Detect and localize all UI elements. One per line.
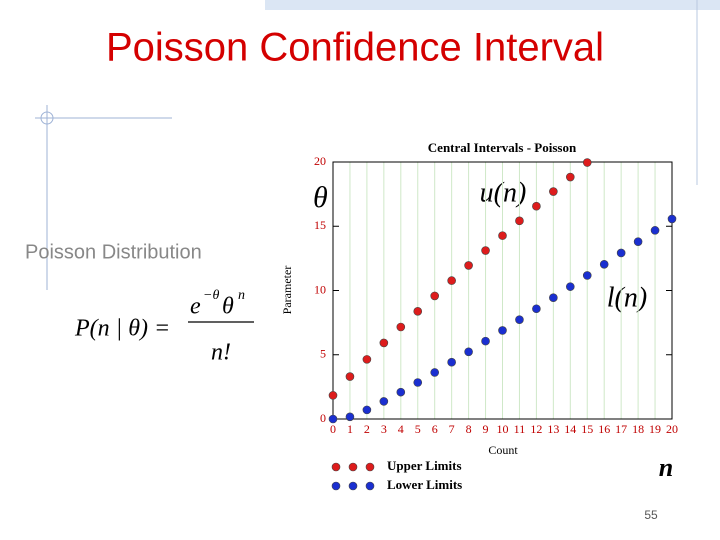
x-tick-label: 8 <box>466 422 472 436</box>
x-tick-label: 2 <box>364 422 370 436</box>
annotation: θ <box>313 181 328 214</box>
x-tick-label: 14 <box>564 422 576 436</box>
point <box>447 276 456 285</box>
point <box>328 391 338 400</box>
point <box>345 372 355 381</box>
point <box>515 216 524 226</box>
formula-power: n <box>238 288 245 303</box>
x-tick-label: 20 <box>666 422 678 436</box>
slide-title: Poisson Confidence Interval <box>106 26 604 70</box>
x-tick-label: 15 <box>581 422 593 436</box>
legend-swatch <box>331 481 341 491</box>
x-tick-label: 11 <box>514 422 526 436</box>
annotation: n <box>659 453 673 482</box>
legend-swatch <box>348 481 358 491</box>
point <box>396 322 406 332</box>
x-tick-label: 3 <box>381 422 387 436</box>
legend-swatch <box>365 462 375 472</box>
point <box>515 315 524 324</box>
point <box>328 414 338 424</box>
x-tick-label: 19 <box>649 422 661 436</box>
subtitle: Poisson Distribution <box>25 241 202 263</box>
y-tick-label: 5 <box>320 347 326 361</box>
x-tick-label: 0 <box>330 422 336 436</box>
page-number: 55 <box>644 508 658 522</box>
point <box>498 231 507 240</box>
formula-denominator: n! <box>211 340 231 366</box>
formula-base: e <box>190 294 201 320</box>
point <box>532 304 541 314</box>
point <box>498 326 507 335</box>
point <box>549 187 558 196</box>
x-tick-label: 6 <box>432 422 438 436</box>
point <box>362 355 372 364</box>
point <box>633 237 643 246</box>
legend-label: Upper Limits <box>387 458 462 473</box>
point <box>599 259 609 269</box>
x-tick-label: 9 <box>483 422 489 436</box>
formula-lhs: P(n | θ) = <box>74 316 170 342</box>
point <box>616 248 626 258</box>
point <box>650 226 660 235</box>
point <box>379 397 389 406</box>
point <box>413 307 423 316</box>
plot-frame <box>332 161 673 420</box>
point <box>464 261 473 270</box>
point <box>667 214 677 224</box>
y-axis-label: Parameter <box>280 266 294 315</box>
point <box>565 172 575 182</box>
top-bar <box>265 0 720 10</box>
point <box>481 336 490 346</box>
y-tick-label: 0 <box>320 411 326 425</box>
chart-title: Central Intervals - Poisson <box>428 140 577 155</box>
legend-swatch <box>348 462 358 472</box>
formula-exp: −θ <box>203 288 219 303</box>
x-tick-label: 7 <box>449 422 455 436</box>
point <box>582 271 592 280</box>
legend-label: Lower Limits <box>387 477 462 492</box>
point <box>481 246 490 255</box>
x-tick-label: 4 <box>398 422 404 436</box>
x-tick-label: 13 <box>547 422 559 436</box>
x-tick-label: 16 <box>598 422 610 436</box>
legend-swatch <box>365 481 375 491</box>
point <box>345 412 355 422</box>
point <box>532 201 541 211</box>
y-tick-label: 10 <box>314 282 326 296</box>
deco-circle <box>40 111 54 125</box>
point <box>413 378 423 387</box>
x-tick-label: 18 <box>632 422 644 436</box>
annotation: l(n) <box>607 282 647 313</box>
x-tick-label: 1 <box>347 422 353 436</box>
point <box>430 291 440 301</box>
y-tick-label: 20 <box>314 154 326 168</box>
x-tick-label: 10 <box>497 422 509 436</box>
legend-swatch <box>331 462 341 472</box>
point <box>362 405 372 415</box>
point <box>565 282 575 291</box>
point <box>379 338 389 348</box>
x-axis-label: Count <box>488 443 518 457</box>
point <box>447 357 456 367</box>
formula-theta: θ <box>222 294 234 320</box>
point <box>396 387 406 397</box>
y-tick-label: 15 <box>314 218 326 232</box>
x-tick-label: 5 <box>415 422 421 436</box>
point <box>464 347 473 357</box>
point <box>582 158 592 167</box>
point <box>549 293 558 302</box>
point <box>430 368 440 377</box>
x-tick-label: 12 <box>530 422 542 436</box>
x-tick-label: 17 <box>615 422 627 436</box>
